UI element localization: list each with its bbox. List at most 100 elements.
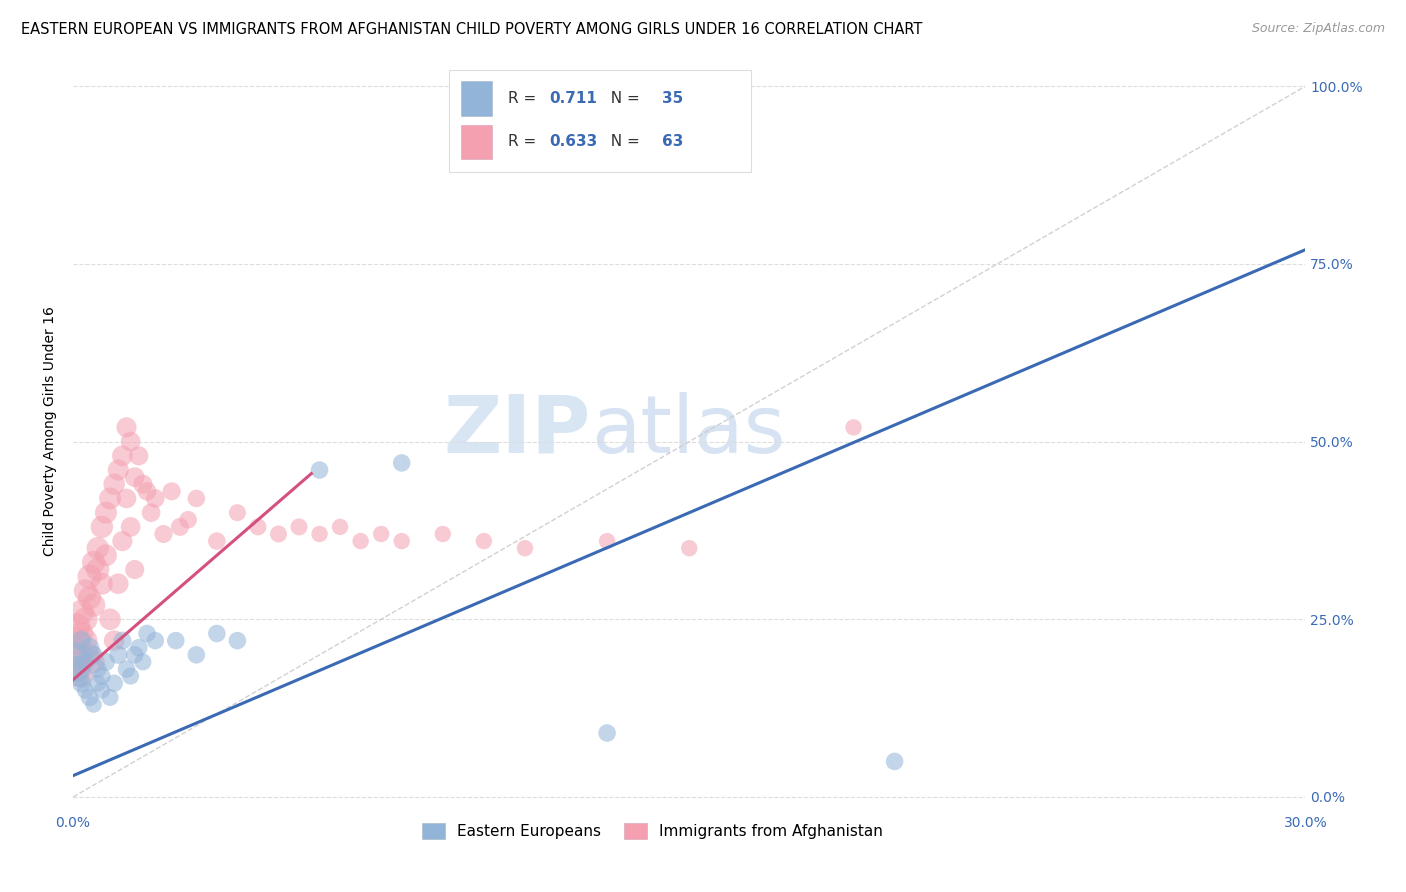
Point — [90, 683, 112, 698]
Point — [98, 612, 121, 626]
Point — [391, 456, 413, 470]
Point — [111, 633, 134, 648]
Point — [103, 477, 125, 491]
Point — [128, 449, 150, 463]
Point — [75, 633, 97, 648]
Point — [70, 633, 93, 648]
Point — [349, 534, 371, 549]
Point — [226, 506, 249, 520]
Point — [246, 520, 269, 534]
Point — [596, 726, 619, 740]
Point — [87, 562, 110, 576]
Point — [87, 541, 110, 556]
Point — [87, 662, 110, 676]
Text: R =: R = — [508, 91, 541, 106]
Point — [66, 619, 89, 633]
Point — [107, 576, 129, 591]
Point — [75, 583, 97, 598]
Point — [115, 662, 138, 676]
FancyBboxPatch shape — [461, 125, 492, 159]
Point — [120, 669, 142, 683]
Point — [63, 648, 86, 662]
Point — [87, 676, 110, 690]
Point — [205, 534, 228, 549]
Point — [67, 669, 90, 683]
Point — [186, 648, 208, 662]
Point — [124, 562, 146, 576]
Point — [70, 626, 93, 640]
Point — [66, 662, 89, 676]
Point — [152, 527, 174, 541]
Point — [79, 640, 101, 655]
Text: N =: N = — [600, 91, 644, 106]
Point — [143, 633, 166, 648]
Point — [79, 591, 101, 605]
Point — [75, 655, 97, 669]
Point — [66, 648, 89, 662]
Point — [83, 655, 105, 669]
Point — [513, 541, 536, 556]
Point — [90, 520, 112, 534]
Point — [94, 506, 117, 520]
Point — [83, 598, 105, 612]
Point — [70, 605, 93, 619]
Point — [308, 527, 330, 541]
Point — [70, 676, 93, 690]
Text: 35: 35 — [662, 91, 683, 106]
Point — [75, 612, 97, 626]
Point — [111, 449, 134, 463]
Point — [432, 527, 454, 541]
Point — [883, 755, 905, 769]
Text: atlas: atlas — [591, 392, 785, 470]
Point — [391, 534, 413, 549]
Legend: Eastern Europeans, Immigrants from Afghanistan: Eastern Europeans, Immigrants from Afgha… — [416, 817, 889, 846]
Point — [90, 669, 112, 683]
Y-axis label: Child Poverty Among Girls Under 16: Child Poverty Among Girls Under 16 — [44, 306, 58, 556]
Point — [103, 633, 125, 648]
Point — [165, 633, 187, 648]
Point — [329, 520, 352, 534]
Text: R =: R = — [508, 135, 541, 150]
Point — [83, 556, 105, 570]
Point — [139, 506, 162, 520]
FancyBboxPatch shape — [449, 70, 751, 172]
Point — [79, 648, 101, 662]
Point — [288, 520, 311, 534]
Point — [107, 648, 129, 662]
Point — [79, 569, 101, 583]
Text: 0.711: 0.711 — [548, 91, 596, 106]
Point — [136, 626, 159, 640]
Point — [186, 491, 208, 506]
Point — [160, 484, 183, 499]
Text: Source: ZipAtlas.com: Source: ZipAtlas.com — [1251, 22, 1385, 36]
Point — [115, 420, 138, 434]
Point — [226, 633, 249, 648]
Point — [472, 534, 495, 549]
Point — [120, 434, 142, 449]
Point — [111, 534, 134, 549]
FancyBboxPatch shape — [461, 81, 492, 116]
Point — [98, 491, 121, 506]
Point — [103, 676, 125, 690]
Point — [83, 648, 105, 662]
Point — [70, 669, 93, 683]
Point — [63, 633, 86, 648]
Point — [83, 698, 105, 712]
Point — [169, 520, 191, 534]
Point — [205, 626, 228, 640]
Point — [90, 576, 112, 591]
Point — [132, 655, 155, 669]
Point — [94, 549, 117, 563]
Point — [98, 690, 121, 705]
Point — [132, 477, 155, 491]
Point — [66, 662, 89, 676]
Text: ZIP: ZIP — [443, 392, 591, 470]
Point — [267, 527, 290, 541]
Point — [678, 541, 700, 556]
Point — [67, 655, 90, 669]
Point — [842, 420, 865, 434]
Point — [107, 463, 129, 477]
Point — [120, 520, 142, 534]
Point — [177, 513, 200, 527]
Point — [136, 484, 159, 499]
